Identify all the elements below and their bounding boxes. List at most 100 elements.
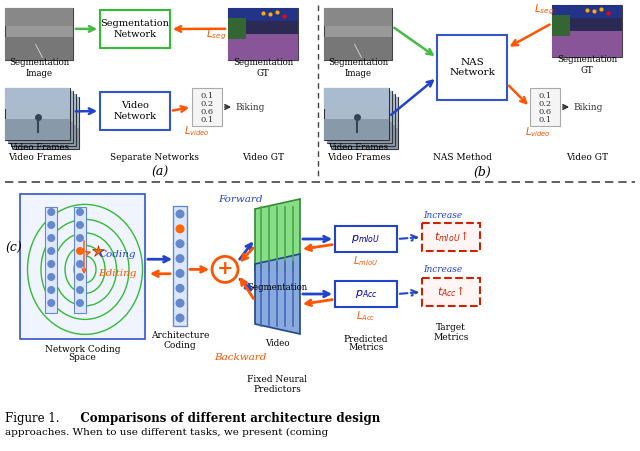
Bar (324, 88, 389, 140)
Text: $L_{seg}$: $L_{seg}$ (206, 28, 226, 42)
Bar (11, 94, 76, 146)
Text: Video GT: Video GT (242, 153, 284, 162)
Text: $p_{mIoU}$: $p_{mIoU}$ (351, 233, 381, 245)
Text: 0.1: 0.1 (538, 92, 552, 100)
Text: NAS
Network: NAS Network (449, 58, 495, 77)
Text: Segmentation
GT: Segmentation GT (233, 58, 293, 78)
Text: 0.2: 0.2 (538, 100, 552, 108)
Text: (a): (a) (152, 166, 168, 179)
Circle shape (47, 273, 55, 281)
Text: Video: Video (265, 339, 289, 348)
Circle shape (175, 239, 184, 248)
Circle shape (175, 313, 184, 322)
Text: Video Frames: Video Frames (10, 143, 70, 152)
Circle shape (47, 286, 55, 294)
Text: (c): (c) (6, 241, 22, 254)
Bar (333, 128, 398, 149)
Circle shape (175, 224, 184, 233)
Bar (330, 125, 395, 146)
Circle shape (175, 269, 184, 278)
Bar (552, 31, 622, 57)
Text: approaches. When to use different tasks, we present (coming: approaches. When to use different tasks,… (5, 428, 328, 437)
Circle shape (76, 286, 84, 294)
Text: $p_{Acc}$: $p_{Acc}$ (355, 288, 378, 300)
Bar (8, 122, 73, 143)
Bar (5, 119, 70, 140)
Circle shape (47, 221, 55, 229)
Circle shape (175, 284, 184, 293)
Bar (333, 97, 398, 118)
Bar (552, 5, 622, 57)
Bar (11, 125, 76, 146)
Text: 0.6: 0.6 (200, 108, 214, 116)
Bar (333, 97, 398, 149)
Text: $L_{video}$: $L_{video}$ (525, 125, 551, 139)
Text: Increase: Increase (424, 211, 463, 220)
Bar (14, 128, 79, 149)
Text: Metrics: Metrics (348, 344, 384, 353)
Bar (552, 5, 622, 18)
Text: $L_{seg}$: $L_{seg}$ (534, 3, 554, 17)
Text: Biking: Biking (573, 102, 603, 111)
Bar (14, 97, 79, 149)
Bar (14, 97, 79, 118)
Text: $t_{Acc}$↑: $t_{Acc}$↑ (437, 285, 465, 299)
Text: Video Frames: Video Frames (8, 153, 71, 162)
Text: (b): (b) (473, 166, 491, 179)
Circle shape (175, 299, 184, 308)
Text: Video
Network: Video Network (113, 101, 157, 121)
Text: Target: Target (436, 323, 466, 332)
Bar (422, 278, 480, 306)
Bar (8, 91, 73, 143)
Bar (335, 226, 397, 252)
Bar (100, 10, 170, 48)
Text: Video Frames: Video Frames (328, 143, 388, 152)
Text: Network Coding: Network Coding (45, 345, 120, 354)
Text: Segmentation
Network: Segmentation Network (100, 19, 170, 39)
Text: Predicted: Predicted (344, 335, 388, 344)
Bar (324, 88, 389, 109)
Text: Biking: Biking (236, 102, 265, 111)
Circle shape (47, 234, 55, 242)
Text: Metrics: Metrics (433, 332, 468, 341)
Bar (327, 122, 392, 143)
Circle shape (212, 257, 238, 282)
Bar (327, 91, 392, 112)
Bar (324, 8, 392, 26)
Bar (530, 88, 560, 126)
Bar (228, 8, 298, 21)
Text: Figure 1.: Figure 1. (5, 412, 60, 425)
Bar (5, 8, 73, 26)
Circle shape (47, 299, 55, 307)
Bar (437, 35, 507, 100)
Text: Increase: Increase (424, 266, 463, 275)
Text: Fixed Neural: Fixed Neural (247, 374, 307, 383)
Text: Video GT: Video GT (566, 153, 608, 162)
Bar (5, 8, 73, 60)
Text: $t_{mIoU}$↑: $t_{mIoU}$↑ (434, 230, 468, 244)
Polygon shape (255, 254, 300, 334)
Circle shape (76, 260, 84, 268)
Circle shape (175, 210, 184, 218)
Bar (45, 207, 57, 313)
Bar (8, 91, 73, 112)
Text: Comparisons of different architecture design: Comparisons of different architecture de… (68, 412, 380, 425)
Circle shape (175, 254, 184, 263)
Bar (335, 281, 397, 307)
Bar (324, 37, 392, 60)
Text: 0.1: 0.1 (200, 92, 214, 100)
Text: Editing: Editing (99, 269, 137, 278)
Text: Segmentation
GT: Segmentation GT (557, 55, 617, 75)
Text: $L_{Acc}$: $L_{Acc}$ (356, 309, 376, 323)
Bar (5, 37, 73, 60)
Bar (228, 8, 298, 60)
Bar (173, 206, 187, 326)
Text: Space: Space (68, 354, 97, 363)
Circle shape (47, 260, 55, 268)
Text: Forward: Forward (218, 194, 262, 203)
Text: Video Frames: Video Frames (327, 153, 390, 162)
Text: $L_{mIoU}$: $L_{mIoU}$ (353, 254, 378, 268)
Circle shape (47, 208, 55, 216)
Bar (228, 34, 298, 60)
Bar (5, 88, 70, 140)
